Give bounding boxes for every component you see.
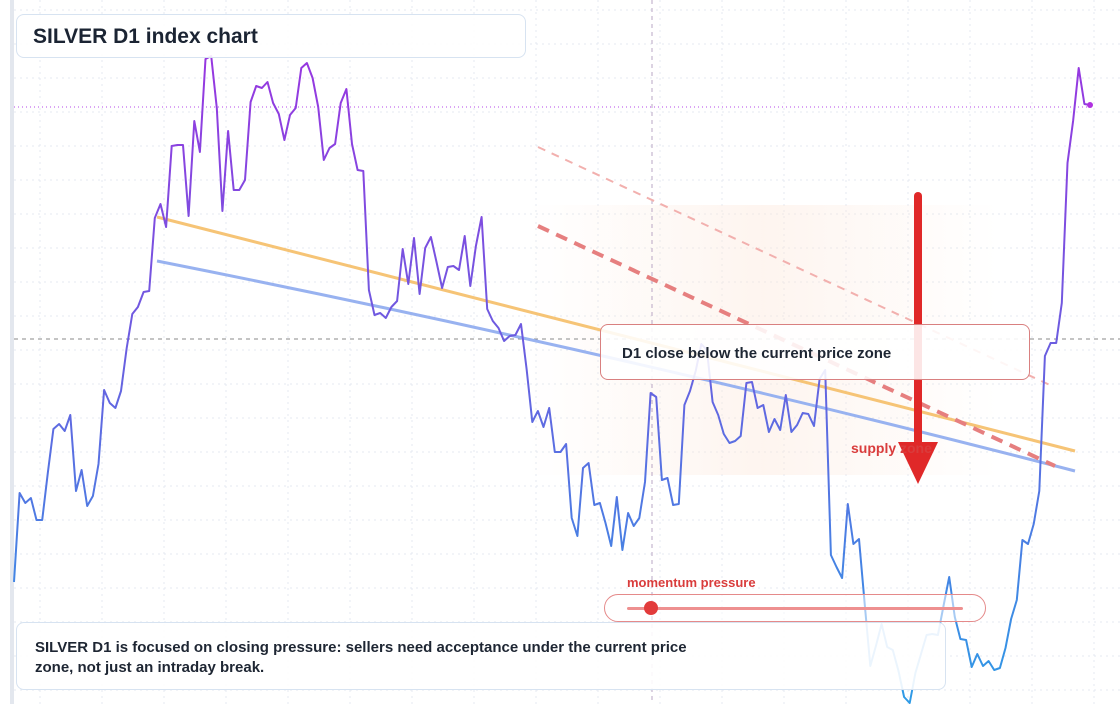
callout-box: D1 close below the current price zone — [600, 324, 1030, 380]
momentum-label: momentum pressure — [627, 575, 756, 590]
note-text: SILVER D1 is focused on closing pressure… — [35, 639, 687, 676]
momentum-track — [627, 607, 963, 610]
supply-zone-label: supply zone — [851, 440, 932, 456]
momentum-knob — [644, 601, 658, 615]
last-price-point — [1087, 102, 1093, 108]
title-card: SILVER D1 index chart — [16, 14, 526, 58]
price-series-line — [13, 55, 1091, 704]
chart-title: SILVER D1 index chart — [33, 25, 258, 48]
note-card: SILVER D1 is focused on closing pressure… — [16, 622, 946, 690]
callout-text: D1 close below the current price zone — [622, 345, 892, 362]
bearish-arrow-head — [898, 442, 938, 484]
momentum-meter — [604, 594, 986, 622]
